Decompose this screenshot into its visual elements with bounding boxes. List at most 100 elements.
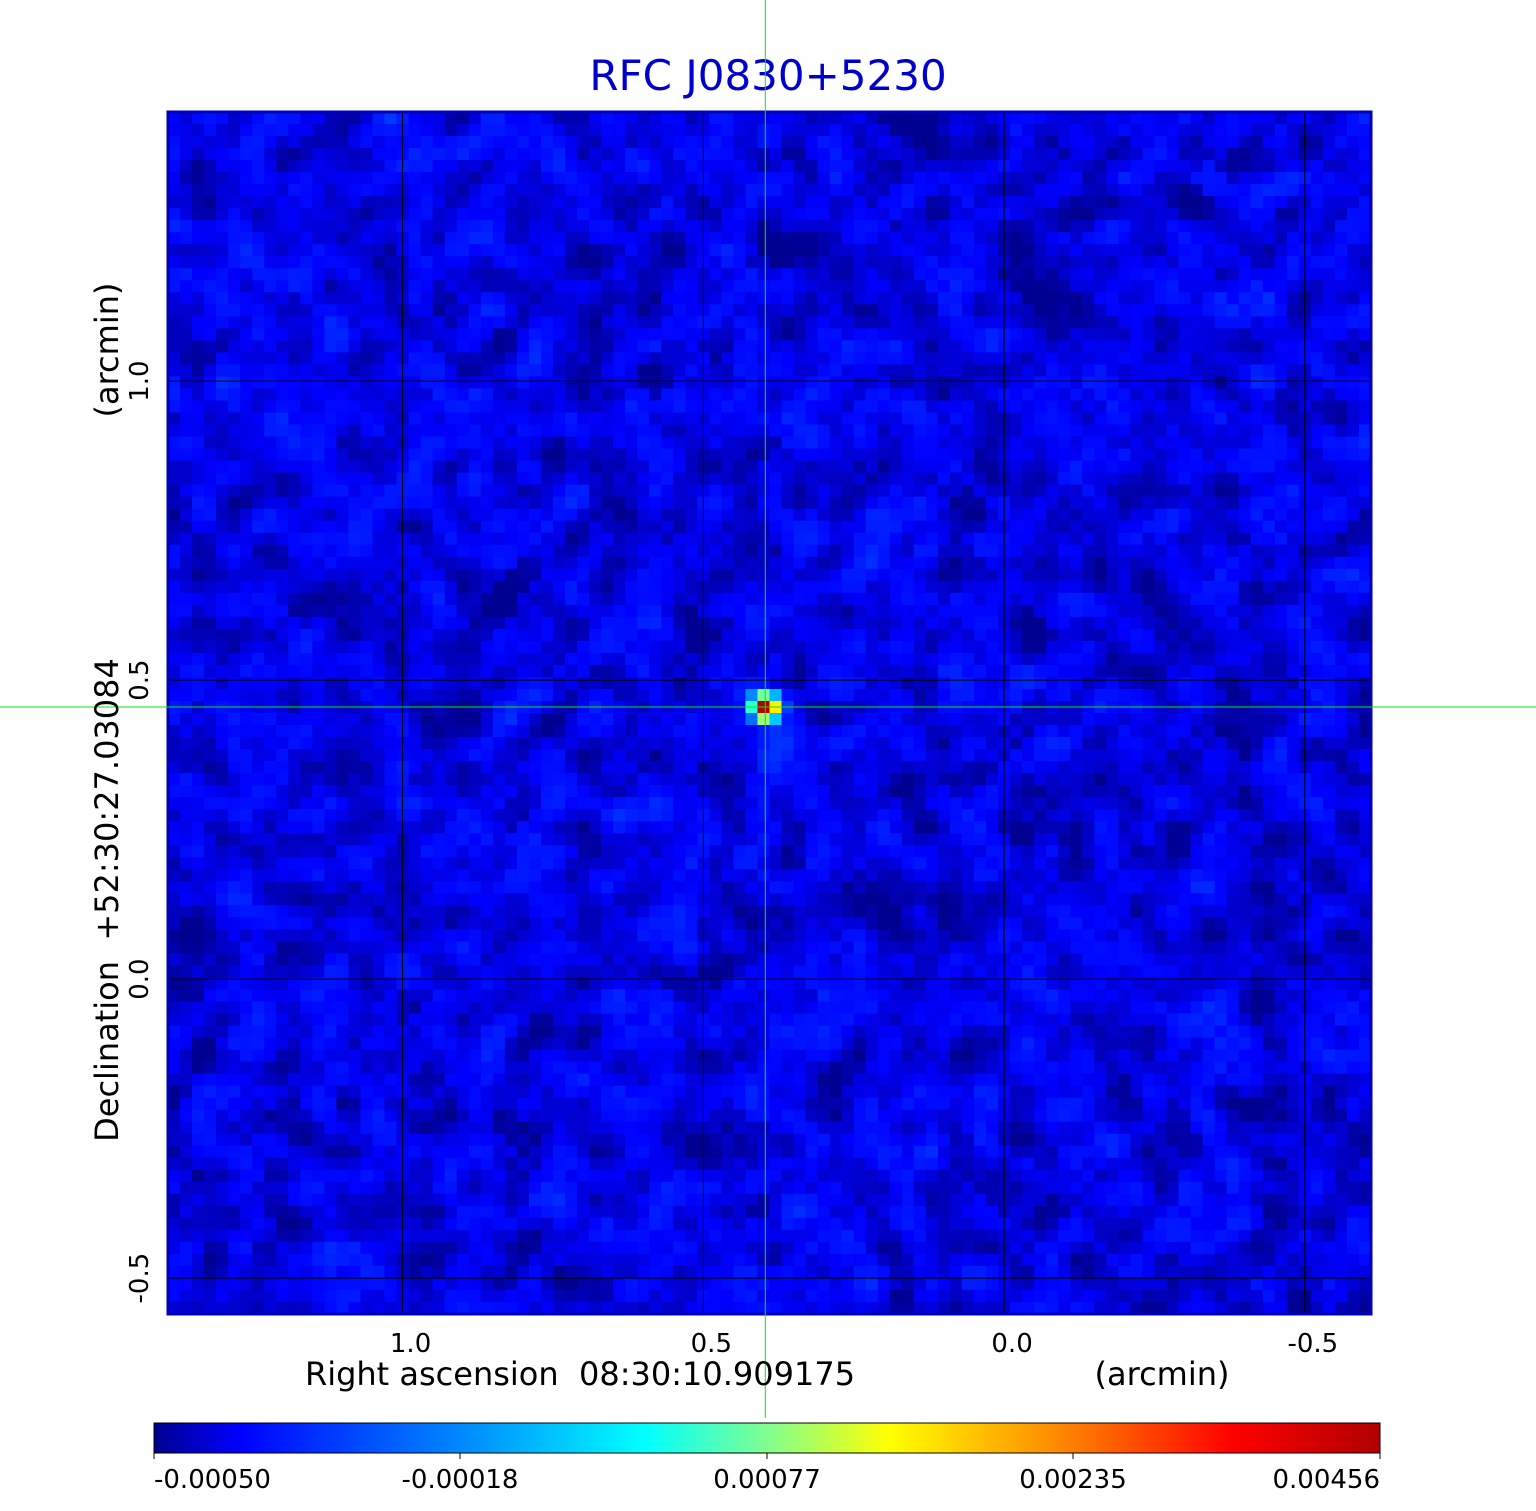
heatmap-cell (877, 208, 891, 221)
heatmap-cell (216, 136, 229, 149)
heatmap-cell (300, 412, 313, 426)
heatmap-cell (264, 568, 277, 582)
heatmap-cell (889, 256, 903, 269)
heatmap-cell (1010, 208, 1023, 221)
heatmap-cell (625, 664, 638, 678)
heatmap-cell (913, 448, 927, 462)
heatmap-cell (1262, 628, 1276, 642)
heatmap-cell (336, 184, 350, 197)
heatmap-cell (793, 520, 807, 534)
heatmap-cell (1202, 232, 1216, 245)
heatmap-cell (913, 124, 927, 137)
heatmap-cell (745, 472, 759, 486)
heatmap-cell (757, 256, 771, 269)
heatmap-cell (1034, 172, 1047, 185)
heatmap-cell (1094, 688, 1107, 702)
heatmap-cell (420, 676, 434, 690)
heatmap-cell (1058, 436, 1071, 450)
heatmap-cell (1034, 568, 1047, 582)
heatmap-cell (1226, 424, 1240, 438)
heatmap-cell (444, 208, 458, 221)
heatmap-cell (709, 280, 722, 293)
heatmap-cell (901, 196, 915, 209)
heatmap-cell (841, 532, 855, 546)
heatmap-cell (637, 568, 650, 582)
heatmap-cell (1166, 544, 1180, 558)
heatmap-cell (865, 472, 879, 486)
heatmap-cell (1082, 400, 1095, 414)
heatmap-cell (613, 136, 626, 149)
heatmap-cell (1082, 616, 1095, 630)
heatmap-cell (1238, 328, 1252, 341)
heatmap-cell (552, 232, 566, 245)
heatmap-cell (1214, 628, 1228, 642)
heatmap-cell (276, 592, 289, 606)
heatmap-cell (276, 268, 289, 281)
heatmap-cell (1286, 208, 1300, 221)
heatmap-cell (1046, 424, 1059, 438)
heatmap-cell (961, 592, 975, 606)
heatmap-cell (649, 472, 662, 486)
heatmap-cell (601, 376, 614, 390)
heatmap-cell (324, 532, 338, 546)
heatmap-cell (492, 556, 506, 570)
heatmap-cell (528, 292, 542, 305)
heatmap-cell (1238, 436, 1252, 450)
heatmap-cell (1118, 376, 1131, 390)
heatmap-cell (1190, 292, 1204, 305)
heatmap-cell (733, 484, 747, 498)
heatmap-cell (877, 328, 891, 341)
heatmap-cell (444, 352, 458, 366)
heatmap-cell (577, 220, 590, 233)
heatmap-cell (589, 592, 602, 606)
heatmap-cell (540, 616, 554, 630)
heatmap-cell (877, 256, 891, 269)
heatmap-cell (1322, 304, 1336, 317)
heatmap-cell (829, 664, 843, 678)
heatmap-cell (216, 400, 229, 414)
heatmap-cell (528, 376, 542, 390)
heatmap-cell (324, 616, 338, 630)
heatmap-cell (1250, 376, 1264, 390)
heatmap-cell (901, 208, 915, 221)
heatmap-cell (1106, 556, 1119, 570)
heatmap-cell (949, 640, 963, 654)
heatmap-cell (1250, 412, 1264, 426)
heatmap-cell (745, 484, 759, 498)
heatmap-cell (1226, 532, 1240, 546)
heatmap-cell (372, 184, 386, 197)
heatmap-cell (1322, 676, 1336, 690)
heatmap-cell (745, 256, 759, 269)
heatmap-cell (1346, 340, 1360, 353)
heatmap-cell (288, 676, 301, 690)
heatmap-cell (577, 244, 590, 257)
heatmap-cell (757, 652, 771, 666)
heatmap-cell (192, 196, 205, 209)
heatmap-cell (793, 436, 807, 450)
heatmap-cell (1154, 316, 1168, 329)
heatmap-cell (1022, 124, 1035, 137)
heatmap-cell (1334, 124, 1348, 137)
heatmap-cell (601, 604, 614, 618)
heatmap-cell (1178, 628, 1192, 642)
heatmap-cell (1106, 184, 1119, 197)
heatmap-cell (733, 148, 747, 161)
heatmap-cell (1238, 172, 1252, 185)
heatmap-cell (468, 256, 482, 269)
heatmap-cell (360, 556, 374, 570)
heatmap-cell (432, 604, 446, 618)
heatmap-cell (865, 340, 879, 353)
heatmap-cell (324, 136, 338, 149)
heatmap-cell (1142, 244, 1156, 257)
heatmap-cell (1142, 580, 1156, 594)
heatmap-cell (384, 472, 398, 486)
heatmap-cell (564, 592, 578, 606)
heatmap-cell (841, 472, 855, 486)
heatmap-cell (216, 196, 229, 209)
heatmap-cell (216, 580, 229, 594)
heatmap-cell (1346, 268, 1360, 281)
heatmap-cell (1046, 304, 1059, 317)
heatmap-cell (601, 556, 614, 570)
heatmap-cell (564, 508, 578, 522)
heatmap-cell (408, 472, 422, 486)
